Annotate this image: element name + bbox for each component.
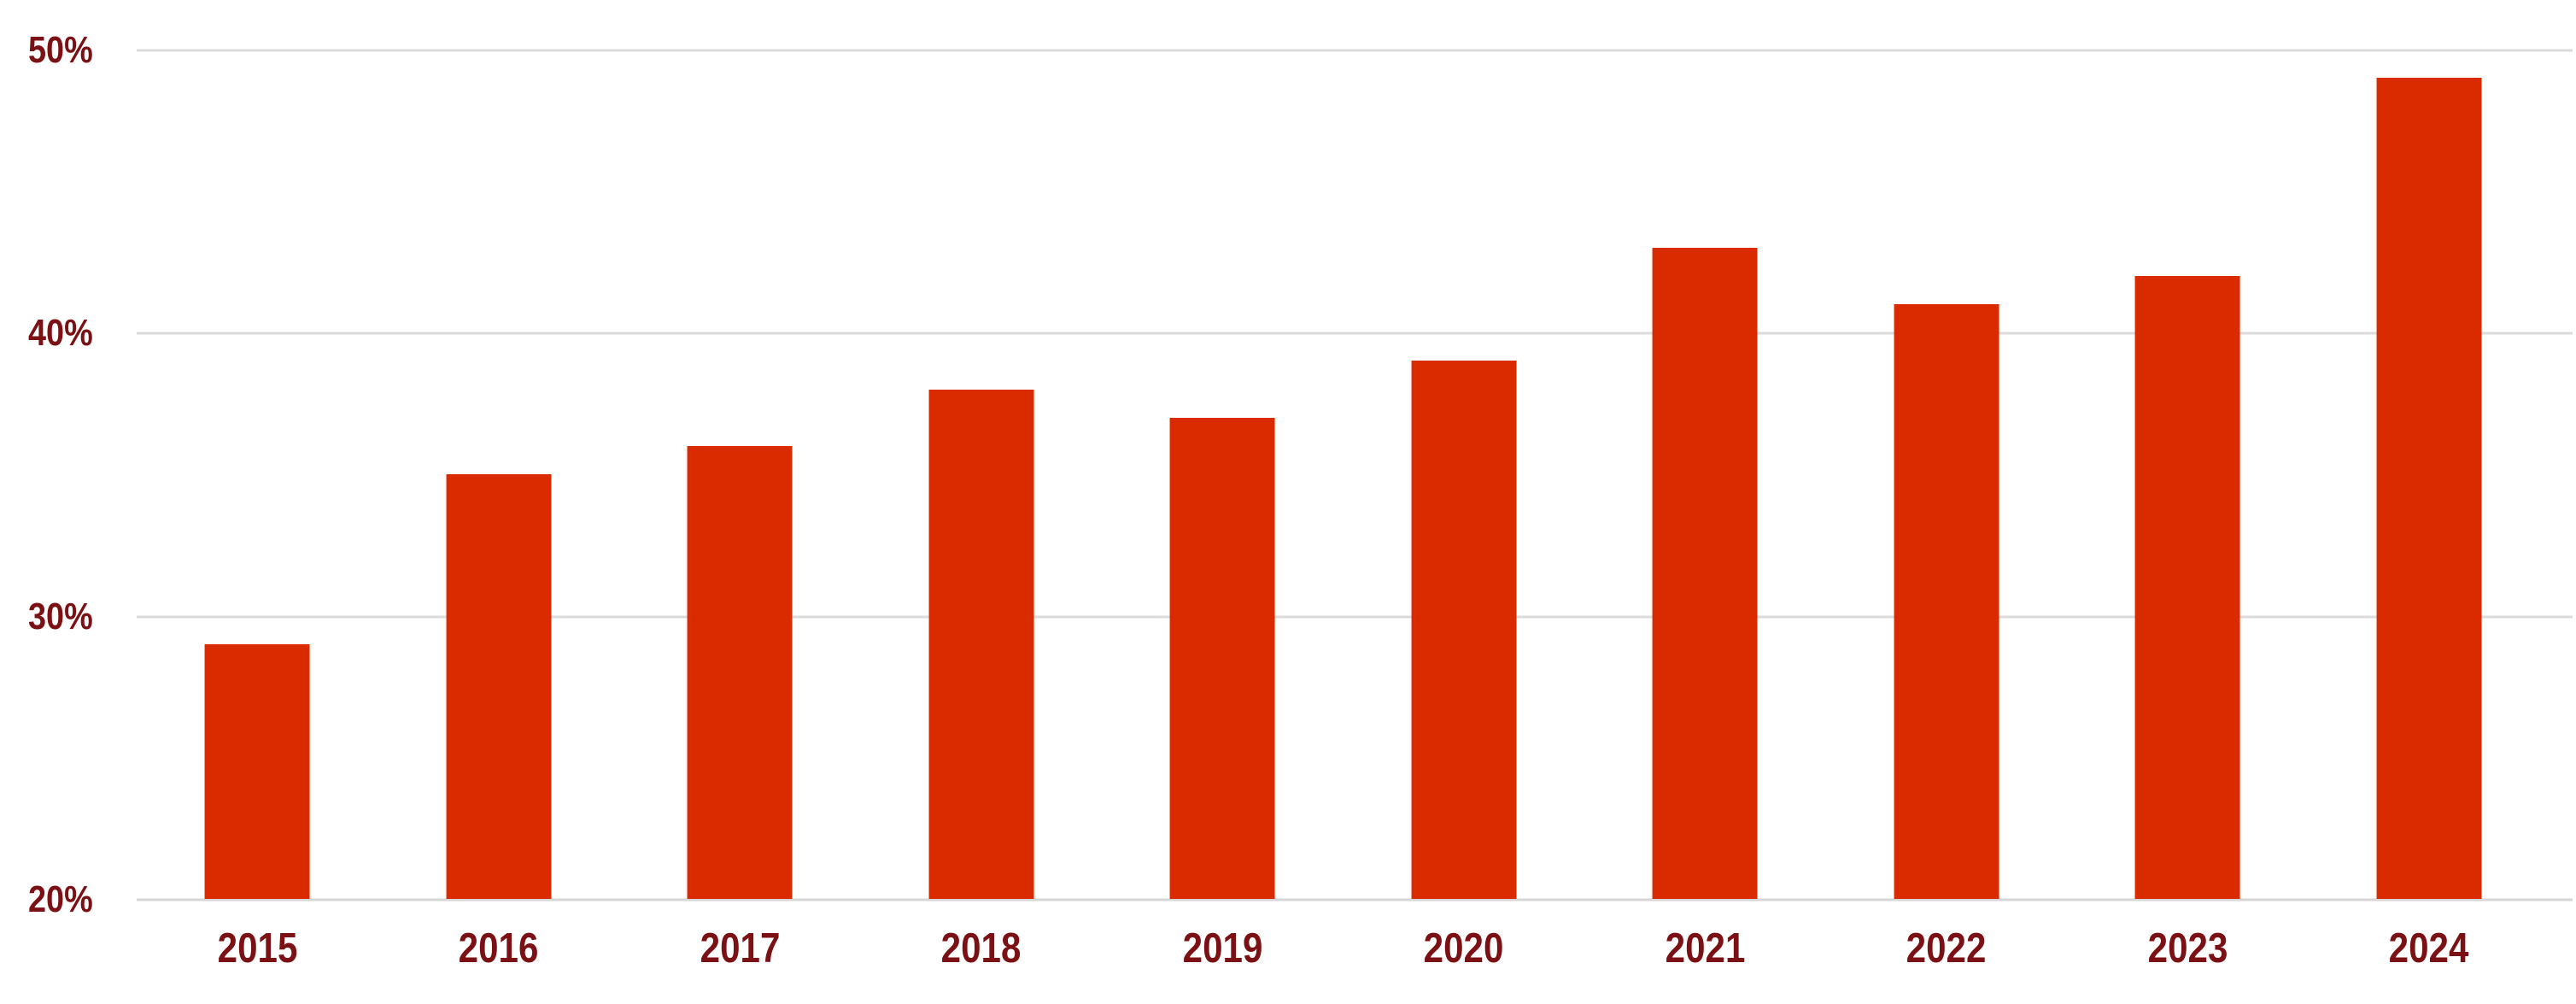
bar-2015[interactable] bbox=[204, 643, 310, 899]
x-tick-label-2018: 2018 bbox=[940, 925, 1022, 972]
gridline-30 bbox=[137, 615, 2573, 619]
bar-band-2019 bbox=[1102, 50, 1344, 900]
x-band-2015: 2015 bbox=[137, 921, 378, 976]
x-tick-label-2017: 2017 bbox=[700, 925, 781, 972]
x-band-2018: 2018 bbox=[861, 921, 1103, 976]
bar-band-2023 bbox=[2067, 50, 2309, 900]
x-axis-labels: 2015 2016 2017 2018 2019 2020 2021 2022 2023 2024 bbox=[137, 921, 2550, 976]
bar-2021[interactable] bbox=[1652, 247, 1758, 899]
bar-band-2017 bbox=[619, 50, 861, 900]
x-band-2016: 2016 bbox=[378, 921, 620, 976]
x-tick-label-2022: 2022 bbox=[1906, 925, 1987, 972]
x-tick-label-2019: 2019 bbox=[1182, 925, 1263, 972]
bars-row bbox=[137, 50, 2550, 900]
x-band-2019: 2019 bbox=[1102, 921, 1344, 976]
bar-band-2024 bbox=[2309, 50, 2550, 900]
gridline-20 bbox=[137, 898, 2573, 901]
bar-band-2022 bbox=[1826, 50, 2068, 900]
x-band-2020: 2020 bbox=[1344, 921, 1585, 976]
bar-2016[interactable] bbox=[446, 474, 552, 899]
bar-2020[interactable] bbox=[1411, 361, 1517, 899]
y-tick-label-20: 20% bbox=[28, 878, 93, 920]
bar-band-2015 bbox=[137, 50, 378, 900]
gridline-40 bbox=[137, 332, 2573, 335]
y-tick-label-50: 50% bbox=[28, 29, 93, 71]
x-band-2021: 2021 bbox=[1584, 921, 1826, 976]
bar-band-2016 bbox=[378, 50, 620, 900]
bar-2017[interactable] bbox=[687, 445, 793, 899]
plot-area bbox=[137, 49, 2573, 901]
gridline-50 bbox=[137, 49, 2573, 52]
y-tick-label-40: 40% bbox=[28, 312, 93, 355]
x-band-2017: 2017 bbox=[619, 921, 861, 976]
x-band-2023: 2023 bbox=[2067, 921, 2309, 976]
bar-band-2021 bbox=[1584, 50, 1826, 900]
x-tick-label-2020: 2020 bbox=[1423, 925, 1504, 972]
bar-2024[interactable] bbox=[2376, 78, 2482, 899]
x-tick-label-2016: 2016 bbox=[458, 925, 539, 972]
x-tick-label-2021: 2021 bbox=[1665, 925, 1746, 972]
x-tick-label-2024: 2024 bbox=[2388, 925, 2469, 972]
bar-band-2018 bbox=[861, 50, 1103, 900]
y-tick-label-30: 30% bbox=[28, 595, 93, 637]
bar-2018[interactable] bbox=[928, 389, 1034, 899]
bar-band-2020 bbox=[1344, 50, 1585, 900]
x-band-2024: 2024 bbox=[2309, 921, 2550, 976]
x-tick-label-2023: 2023 bbox=[2147, 925, 2228, 972]
x-band-2022: 2022 bbox=[1826, 921, 2068, 976]
bar-2023[interactable] bbox=[2134, 276, 2240, 899]
bar-2019[interactable] bbox=[1169, 417, 1275, 899]
bar-2022[interactable] bbox=[1894, 304, 1999, 899]
x-tick-label-2015: 2015 bbox=[217, 925, 298, 972]
